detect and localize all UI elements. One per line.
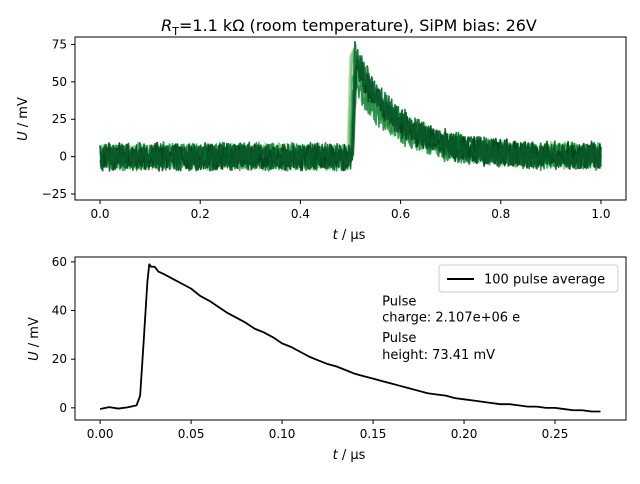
bottom-x-tick-label: 0.25 (542, 427, 569, 441)
top-y-tick-label: −25 (42, 187, 67, 201)
legend: 100 pulse average (438, 264, 619, 293)
top-y-tick-label: 25 (52, 112, 67, 126)
annotation-text: height: 73.41 mV (382, 348, 495, 363)
legend-box (438, 264, 619, 293)
annotation-text: Pulse (382, 295, 416, 310)
top-x-ticks: 0.0 0.2 0.4 0.6 0.8 1.0 (90, 200, 611, 221)
top-chart: RT=1.1 kΩ (room temperature), SiPM bias:… (16, 16, 627, 243)
bottom-x-tick-label: 0.00 (87, 427, 114, 441)
top-x-tick-label: 0.2 (191, 207, 210, 221)
bottom-x-axis-label: t / µs (333, 448, 366, 463)
top-x-tick-label: 0.8 (491, 207, 510, 221)
bottom-series-group (99, 263, 601, 413)
top-x-tick-label: 0.6 (391, 207, 410, 221)
bottom-y-tick-label: 0 (59, 401, 67, 415)
top-chart-title: RT=1.1 kΩ (room temperature), SiPM bias:… (161, 16, 537, 38)
average-pulse-line (99, 263, 601, 413)
bottom-x-tick-label: 0.20 (451, 427, 478, 441)
top-x-axis-label: t / µs (333, 228, 366, 243)
top-series-group (99, 40, 602, 172)
bottom-y-axis-label: U / mV (27, 317, 42, 361)
top-trace-line (99, 54, 602, 172)
annotation-text: charge: 2.107e+06 e (382, 310, 520, 325)
top-x-tick-label: 0.4 (291, 207, 310, 221)
bottom-x-ticks: 0.00 0.05 0.10 0.15 0.20 0.25 (87, 420, 569, 441)
top-y-axis-label: U / mV (16, 97, 31, 141)
top-y-tick-label: 75 (52, 37, 67, 51)
annotation-text: Pulse (382, 331, 416, 346)
bottom-y-tick-label: 20 (52, 352, 67, 366)
bottom-y-tick-label: 60 (52, 255, 67, 269)
top-y-tick-label: 0 (59, 150, 67, 164)
bottom-x-tick-label: 0.10 (269, 427, 296, 441)
top-x-tick-label: 1.0 (591, 207, 610, 221)
bottom-y-ticks: 0 20 40 60 (52, 255, 75, 415)
top-y-ticks: −25 0 25 50 75 (42, 37, 75, 201)
top-x-tick-label: 0.0 (90, 207, 109, 221)
top-plot-frame (74, 36, 627, 201)
bottom-x-tick-label: 0.15 (360, 427, 387, 441)
top-y-tick-label: 50 (52, 75, 67, 89)
legend-entry: 100 pulse average (484, 273, 605, 288)
bottom-x-tick-label: 0.05 (178, 427, 205, 441)
bottom-plot-frame (74, 256, 627, 421)
bottom-y-tick-label: 40 (52, 304, 67, 318)
